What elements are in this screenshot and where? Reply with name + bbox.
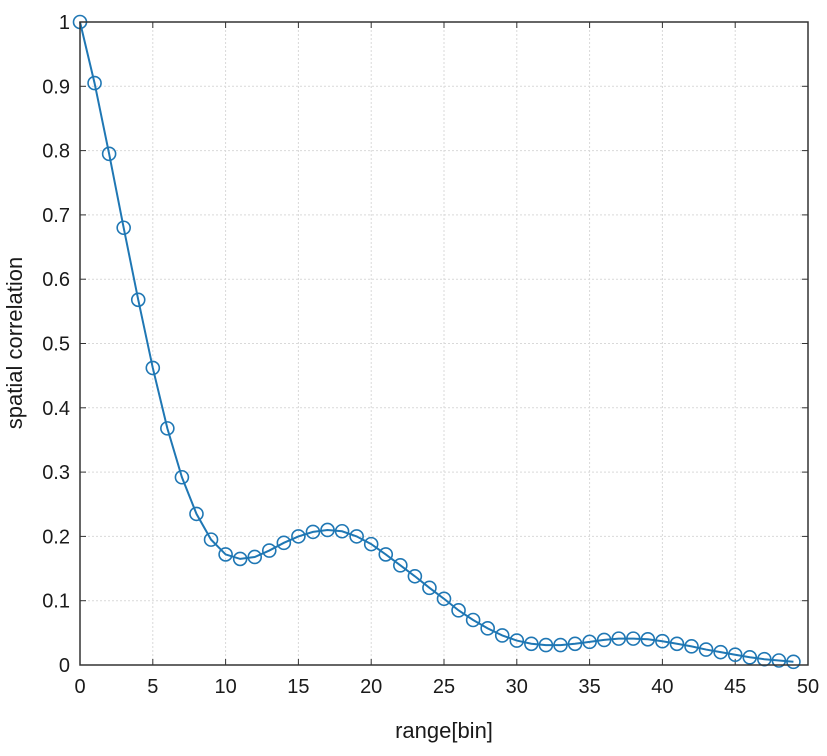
data-point [669,636,685,652]
data-point [87,75,102,91]
data-point [101,146,117,162]
y-tick-label: 0.3 [42,462,70,484]
data-point [582,634,597,650]
data-point [174,469,190,485]
x-tick-label: 0 [74,676,85,698]
data-point [247,549,263,565]
data-point [334,523,350,539]
data-point [378,547,394,562]
x-tick-label: 15 [287,676,309,698]
y-tick-label: 0.7 [42,205,70,227]
data-point [203,532,219,547]
data-point [189,506,204,522]
y-axis-label: spatial correlation [2,257,27,429]
data-point [509,633,525,648]
data-point [611,631,627,646]
data-point [494,628,510,643]
data-point [553,637,568,653]
y-tick-label: 0 [59,655,70,677]
data-point [465,612,481,628]
x-tick-label: 25 [433,676,455,698]
data-point [276,535,292,551]
x-axis-label: range[bin] [395,718,493,743]
y-tick-label: 0.4 [42,398,70,420]
data-point [232,551,248,567]
data-point [786,654,801,670]
data-point [291,529,306,544]
data-point [116,220,131,236]
x-tick-label: 50 [797,676,819,698]
data-point [524,636,539,652]
data-point [160,421,175,436]
y-tick-label: 1 [59,12,70,34]
y-tick-label: 0.2 [42,526,70,548]
data-point [261,543,277,558]
data-point [130,292,146,308]
x-tick-labels: 0 5 10 15 20 25 30 35 40 45 50 [74,676,819,698]
y-tick-labels: 0 0.1 0.2 0.3 0.4 0.5 0.6 0.7 0.8 0.9 1 [42,12,70,677]
data-point [596,632,612,648]
data-point [713,644,728,660]
data-point [451,603,466,618]
data-point [538,637,554,653]
x-tick-label: 20 [360,676,382,698]
y-tick-label: 0.8 [42,141,70,163]
data-point [305,524,321,540]
data-point [320,522,335,538]
x-tick-label: 5 [147,676,158,698]
y-tick-label: 0.6 [42,269,70,291]
x-tick-label: 40 [651,676,673,698]
data-point [218,547,233,562]
plot-frame [79,21,809,666]
x-tick-label: 30 [506,676,528,698]
data-point [655,633,670,649]
data-point [422,580,437,596]
series-layer [72,14,801,670]
data-point [771,653,787,668]
data-point [393,558,408,573]
y-tick-label: 0.9 [42,76,70,98]
data-point [684,639,699,654]
data-point [567,636,583,652]
y-tick-label: 0.5 [42,334,70,356]
data-point [698,642,714,657]
data-point [625,631,641,646]
data-point [349,529,364,544]
x-tick-label: 35 [578,676,600,698]
data-point [727,647,743,663]
data-point [436,591,452,607]
data-point [363,536,379,552]
series-line [79,21,794,663]
data-point [407,568,423,584]
data-point [640,631,656,647]
data-point [145,360,161,376]
x-tick-label: 45 [724,676,746,698]
data-point [742,649,758,665]
x-tick-label: 10 [214,676,236,698]
data-point [480,621,495,636]
y-tick-label: 0.1 [42,591,70,613]
